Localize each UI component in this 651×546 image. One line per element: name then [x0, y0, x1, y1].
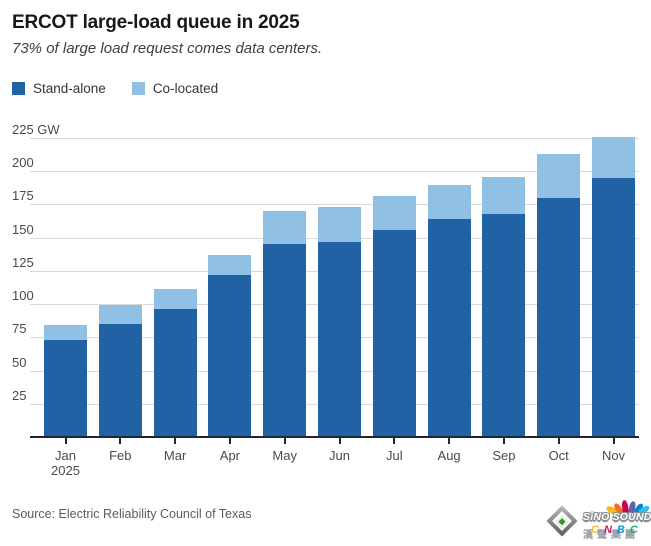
x-axis-label: Aug [437, 448, 461, 463]
bar-segment-co-located[interactable] [44, 325, 87, 340]
legend-label: Stand-alone [33, 81, 106, 96]
bar-segment-co-located[interactable] [372, 196, 416, 230]
x-axis-label: Sep [492, 448, 516, 463]
y-axis-label: 25 [12, 387, 27, 403]
chart-subtitle: 73% of large load request comes data cen… [12, 40, 323, 57]
x-axis-tick [119, 438, 122, 444]
legend-label: Co-located [152, 81, 219, 96]
x-axis-line [30, 436, 639, 438]
bar-segment-co-located[interactable] [98, 305, 142, 325]
bar-segment-co-located[interactable] [592, 136, 635, 178]
bar-segment-stand-alone[interactable] [537, 197, 581, 437]
legend-item-stand-alone[interactable]: Stand-alone [12, 81, 106, 96]
y-axis-label: 225 GW [12, 122, 60, 137]
cnbc-wordmark: CNBC [591, 524, 643, 536]
x-axis-year-label: 2025 [51, 463, 80, 478]
bar-segment-stand-alone[interactable] [98, 324, 142, 437]
x-axis-tick [283, 438, 286, 444]
bar-segment-stand-alone[interactable] [318, 241, 361, 437]
bar-segment-stand-alone[interactable] [372, 229, 416, 437]
legend-item-co-located[interactable]: Co-located [131, 81, 219, 96]
bar-segment-stand-alone[interactable] [427, 219, 471, 437]
stand-alone-swatch-icon [12, 82, 25, 95]
bar-segment-stand-alone[interactable] [592, 177, 635, 437]
bar-segment-co-located[interactable] [427, 184, 471, 220]
bar-segment-co-located[interactable] [482, 176, 526, 214]
bar-segment-co-located[interactable] [537, 153, 581, 198]
x-axis-label: Oct [548, 448, 569, 463]
x-axis-tick [448, 438, 451, 444]
y-axis-label: 200 [12, 155, 34, 171]
x-axis-label: Apr [219, 448, 241, 463]
logo-name: SiNO SOUND [583, 511, 651, 523]
y-axis-label: 75 [12, 321, 27, 337]
y-axis-label: 100 [12, 288, 34, 304]
x-axis-tick [64, 438, 67, 444]
bar-segment-co-located[interactable] [318, 207, 361, 242]
gridline [30, 138, 639, 139]
gridline [30, 171, 639, 173]
y-axis-label: 50 [12, 354, 27, 370]
x-axis-tick [338, 438, 341, 444]
bar-segment-co-located[interactable] [208, 254, 252, 275]
bar-segment-stand-alone[interactable] [208, 274, 252, 437]
y-axis-label: 175 [12, 188, 34, 204]
y-axis-label: 150 [12, 221, 34, 237]
x-axis-tick [228, 438, 231, 444]
x-axis-tick [557, 438, 560, 444]
bar-segment-co-located[interactable] [153, 289, 197, 310]
bar-segment-co-located[interactable] [263, 211, 307, 245]
logo-subtext: 漢聲集團 CNBC [583, 524, 649, 541]
bar-segment-stand-alone[interactable] [44, 339, 87, 437]
x-axis-tick [393, 438, 396, 444]
bar-segment-stand-alone[interactable] [482, 213, 526, 437]
y-axis-label: 125 [12, 254, 34, 270]
x-axis-label: Jun [329, 448, 350, 463]
x-axis-tick [502, 438, 505, 444]
x-axis-label: Jan 2025 [51, 448, 80, 478]
legend: Stand-alone Co-located [12, 81, 218, 96]
x-axis-tick [174, 438, 177, 444]
co-located-swatch-icon [131, 82, 145, 95]
chart-title: ERCOT large-load queue in 2025 [12, 12, 300, 33]
sino-sound-cnbc-logo: SiNO SOUND 漢聲集團 CNBC [545, 499, 651, 543]
bar-segment-stand-alone[interactable] [153, 309, 197, 437]
x-axis-tick [612, 438, 615, 444]
logo-chinese-text: 漢聲集團 [583, 530, 639, 541]
source-note: Source: Electric Reliability Council of … [12, 507, 252, 521]
bar-segment-stand-alone[interactable] [263, 244, 307, 437]
x-axis-label: Nov [601, 448, 626, 463]
x-axis-label: Jul [385, 448, 403, 463]
x-axis-label: May [272, 448, 297, 463]
x-axis-label: Mar [163, 448, 187, 463]
gridline [30, 204, 639, 206]
diamond-icon [545, 504, 579, 538]
x-axis-label: Feb [109, 448, 132, 463]
logo-text-block: SiNO SOUND 漢聲集團 CNBC [583, 499, 651, 541]
